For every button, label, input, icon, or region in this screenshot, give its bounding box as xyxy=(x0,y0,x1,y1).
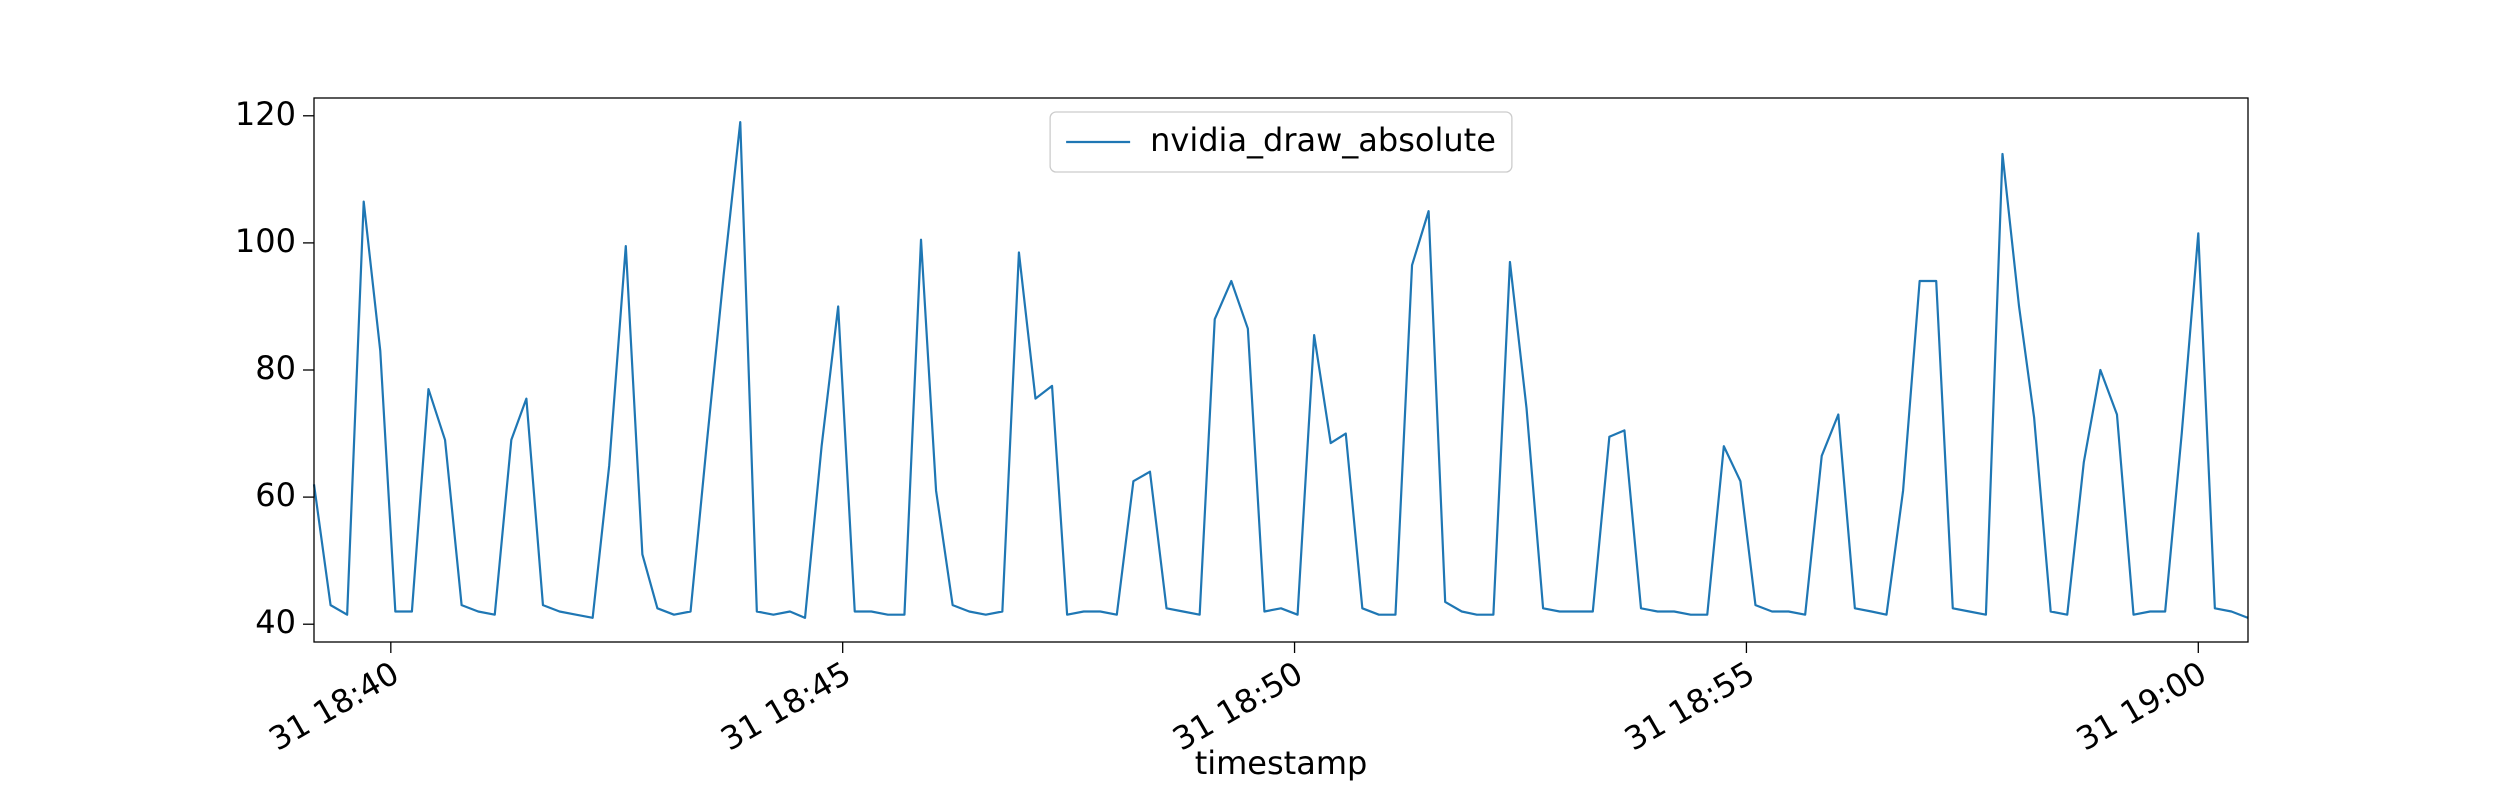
y-tick-label: 100 xyxy=(235,222,296,260)
y-tick-label: 40 xyxy=(255,603,296,641)
x-tick-label: 31 18:40 xyxy=(262,654,405,758)
y-tick-label: 80 xyxy=(255,349,296,387)
x-tick-label: 31 18:50 xyxy=(1166,654,1309,758)
x-axis-label: timestamp xyxy=(1195,744,1368,782)
x-tick-label: 31 18:55 xyxy=(1618,654,1761,758)
plot-frame xyxy=(313,97,2249,643)
y-tick-label: 60 xyxy=(255,476,296,514)
legend: nvidia_draw_absolute xyxy=(1049,111,1513,173)
x-tick-label: 31 19:00 xyxy=(2070,654,2213,758)
y-tick-label: 120 xyxy=(235,95,296,133)
legend-label: nvidia_draw_absolute xyxy=(1150,121,1496,159)
legend-box xyxy=(1049,111,1513,173)
x-tick-label: 31 18:45 xyxy=(714,654,857,758)
data-line xyxy=(312,121,2249,619)
